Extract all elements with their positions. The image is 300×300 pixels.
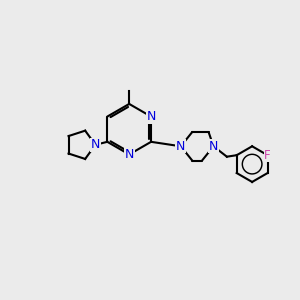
Text: N: N — [209, 140, 218, 153]
Text: F: F — [264, 149, 271, 162]
Text: N: N — [91, 138, 100, 151]
Text: N: N — [124, 148, 134, 161]
Text: N: N — [176, 140, 185, 153]
Text: N: N — [146, 110, 156, 123]
